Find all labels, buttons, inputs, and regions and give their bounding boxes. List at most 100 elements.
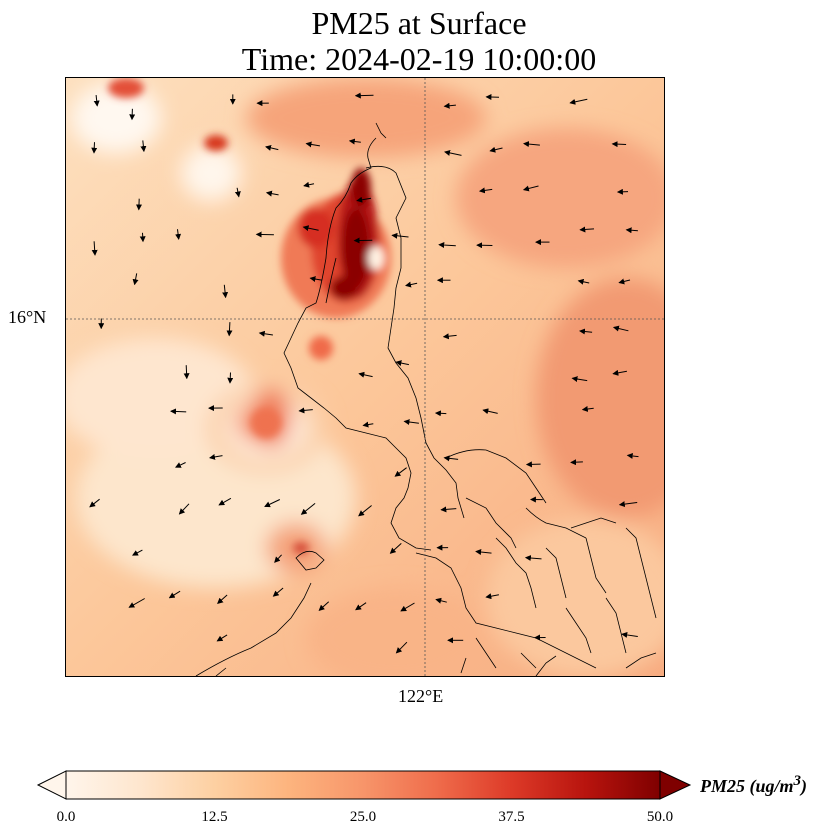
wind-arrow — [569, 98, 588, 105]
colorbar-tick-label: 50.0 — [646, 809, 674, 825]
wind-arrow — [128, 598, 145, 608]
wind-arrow — [362, 421, 374, 428]
colorbar-min-extend — [36, 770, 67, 800]
wind-arrow — [132, 273, 139, 286]
wind-arrow — [444, 150, 462, 156]
lon-tick-label: 122°E — [398, 686, 444, 706]
wind-arrow — [274, 554, 282, 563]
wind-arrow — [168, 590, 181, 599]
wind-arrow — [298, 407, 313, 414]
wind-arrow — [400, 602, 415, 612]
wind-arrow — [300, 503, 316, 515]
wind-arrow — [403, 419, 419, 426]
wind-arrow — [175, 462, 186, 468]
wind-arrow — [183, 365, 190, 380]
wind-arrow — [440, 506, 457, 513]
colorbar-tick-label: 37.5 — [498, 809, 525, 825]
wind-arrow — [93, 95, 100, 107]
wind-arrow — [216, 634, 228, 642]
wind-arrow — [348, 138, 361, 145]
wind-arrow — [170, 408, 187, 415]
map-title-line1: PM25 at Surface — [311, 5, 527, 41]
wind-arrow — [395, 360, 409, 367]
colorbar — [36, 770, 692, 800]
wind-arrow — [612, 369, 627, 376]
wind-arrow — [579, 226, 595, 233]
wind-arrow — [302, 225, 319, 232]
colorbar-tick-label: 25.0 — [349, 809, 377, 825]
wind-arrow — [389, 543, 402, 554]
pm25-field-map — [66, 78, 664, 676]
wind-arrow — [227, 372, 234, 384]
wind-arrow — [140, 140, 147, 153]
wind-arrow — [139, 232, 146, 243]
wind-arrow — [434, 410, 447, 417]
wind-arrow — [489, 146, 503, 153]
wind-arrow — [577, 278, 590, 285]
wind-arrow — [305, 141, 320, 148]
wind-arrow — [435, 597, 447, 604]
wind-arrow — [612, 325, 629, 332]
wind-arrow — [355, 602, 367, 611]
colorbar-label: PM25 (ug/m3) — [700, 773, 808, 796]
wind-arrow — [309, 276, 322, 282]
wind-arrow — [218, 497, 232, 506]
wind-arrow — [570, 459, 583, 466]
wind-arrow — [522, 185, 539, 192]
wind-arrow — [581, 405, 594, 412]
wind-arrow — [478, 187, 493, 194]
wind-vectors — [89, 92, 639, 654]
wind-arrow — [485, 593, 499, 600]
wind-arrow — [621, 631, 638, 638]
wind-arrow — [303, 181, 315, 188]
lat-tick-label: 16°N — [8, 307, 47, 327]
wind-arrow — [356, 196, 372, 203]
wind-arrow — [217, 594, 228, 604]
colorbar-tick-label: 12.5 — [201, 809, 228, 825]
wind-arrow — [442, 333, 457, 340]
wind-arrow — [618, 501, 638, 508]
wind-arrow — [265, 190, 279, 197]
wind-arrow — [443, 455, 459, 462]
wind-arrow — [358, 505, 372, 517]
wind-arrow — [258, 330, 273, 337]
map-title-line2: Time: 2024-02-19 10:00:00 — [241, 41, 597, 77]
wind-arrow — [391, 232, 409, 239]
wind-arrow — [395, 641, 408, 654]
wind-arrow — [405, 281, 418, 288]
wind-arrow — [89, 498, 100, 508]
wind-arrow — [482, 408, 498, 415]
wind-arrow — [524, 555, 542, 562]
wind-arrow — [132, 549, 143, 556]
wind-arrow — [272, 587, 284, 597]
wind-arrow — [579, 328, 593, 335]
map-panel — [65, 77, 665, 677]
wind-arrow — [438, 242, 456, 249]
wind-arrow — [618, 278, 631, 285]
wind-arrow — [443, 102, 456, 109]
colorbar-max-extend — [659, 770, 692, 800]
colorbar-tick-label: 0.0 — [56, 809, 76, 825]
wind-arrow — [264, 499, 281, 508]
wind-arrow — [394, 467, 407, 477]
wind-arrow — [626, 452, 639, 459]
wind-arrow — [175, 229, 182, 240]
wind-arrow — [475, 549, 492, 556]
wind-arrow — [358, 371, 373, 378]
wind-arrow — [222, 284, 229, 299]
wind-arrow — [625, 227, 638, 234]
colorbar-gradient — [65, 770, 661, 800]
wind-arrow — [91, 241, 98, 256]
wind-arrow — [209, 453, 223, 460]
wind-arrow — [91, 142, 98, 154]
wind-arrow — [265, 144, 279, 151]
wind-arrow — [178, 503, 190, 515]
wind-arrow — [523, 141, 540, 148]
wind-arrow — [571, 376, 588, 383]
wind-arrow — [354, 92, 374, 99]
wind-arrow — [234, 187, 241, 198]
wind-arrow — [318, 601, 330, 611]
coastlines — [195, 122, 657, 676]
wind-arrow — [611, 141, 627, 148]
wind-arrow — [226, 322, 233, 337]
